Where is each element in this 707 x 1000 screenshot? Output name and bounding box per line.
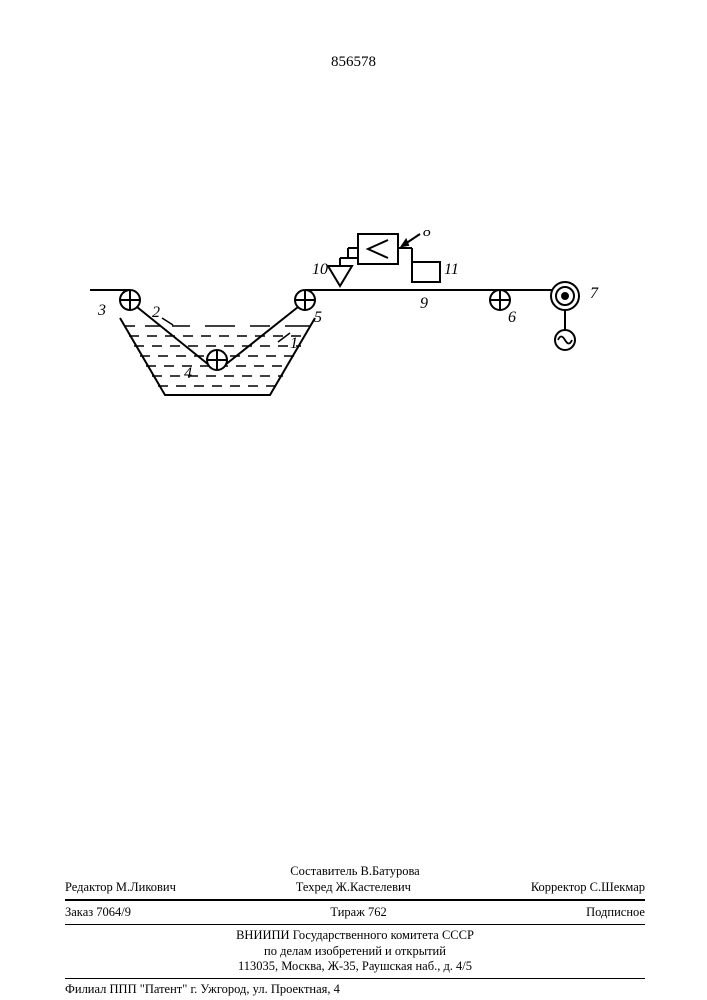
org1: ВНИИПИ Государственного комитета СССР	[65, 928, 645, 944]
compiler-line: Составитель В.Батурова	[65, 864, 645, 880]
corrector: Корректор С.Шекмар	[531, 880, 645, 896]
label-9: 9	[420, 295, 428, 312]
label-4: 4	[184, 365, 192, 382]
roller-4	[207, 350, 227, 370]
page-number: 856578	[331, 54, 376, 71]
divider-1	[65, 899, 645, 901]
takeup-reel-7	[551, 282, 579, 310]
tirazh: Тираж 762	[330, 905, 386, 921]
label-6: 6	[508, 309, 516, 326]
roller-5	[295, 290, 315, 310]
label-2: 2	[152, 304, 160, 321]
order: Заказ 7064/9	[65, 905, 131, 921]
label-8: 8	[423, 230, 431, 240]
roller-3	[120, 290, 140, 310]
editor: Редактор М.Ликович	[65, 880, 176, 896]
label-11: 11	[444, 261, 459, 278]
schematic-diagram: 3 2 4 1 5 10 12 8 11 9 6 7	[90, 230, 630, 510]
podpisnoe: Подписное	[586, 905, 645, 921]
label-12: 12	[360, 230, 376, 234]
motor-symbol	[555, 330, 575, 350]
label-1: 1	[290, 335, 298, 352]
divider-3	[65, 978, 645, 979]
amplifier-box	[358, 234, 398, 264]
addr1: 113035, Москва, Ж-35, Раушская наб., д. …	[65, 959, 645, 975]
roller-6	[490, 290, 510, 310]
sensor-10	[328, 266, 352, 286]
label-10: 10	[312, 261, 328, 278]
recorder-box	[412, 262, 440, 282]
org2: по делам изобретений и открытий	[65, 944, 645, 960]
label-7: 7	[590, 285, 599, 302]
label-3: 3	[97, 302, 106, 319]
footer-block: Составитель В.Батурова Редактор М.Ликови…	[65, 864, 645, 997]
divider-2	[65, 924, 645, 925]
techred: Техред Ж.Кастелевич	[296, 880, 411, 896]
label-5: 5	[314, 309, 322, 326]
addr2: Филиал ППП "Патент" г. Ужгород, ул. Прое…	[65, 982, 645, 998]
